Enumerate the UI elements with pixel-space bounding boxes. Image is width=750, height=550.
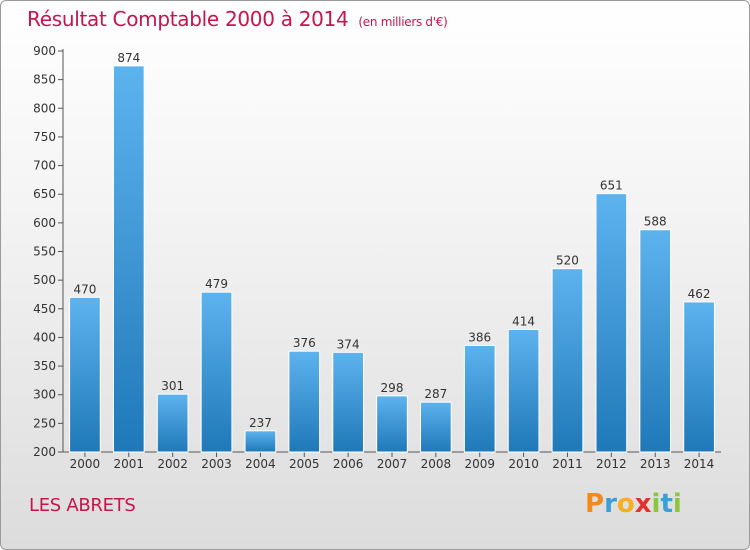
chart-title: Résultat Comptable 2000 à 2014 (en millie… [27, 7, 448, 31]
y-tick-label: 350 [33, 359, 56, 373]
bar-value-label: 298 [381, 381, 404, 395]
x-tick-label: 2009 [464, 457, 495, 471]
bar [244, 430, 277, 453]
bar-value-label: 520 [556, 254, 579, 268]
logo-letter: i [651, 489, 661, 519]
bar-value-label: 237 [249, 416, 272, 430]
title-text: Résultat Comptable 2000 à 2014 [27, 7, 349, 31]
bar [595, 193, 628, 453]
x-tick-label: 2011 [552, 457, 583, 471]
logo-letter: o [616, 489, 635, 519]
x-tick-label: 2013 [640, 457, 671, 471]
bar-value-label: 588 [644, 215, 667, 229]
logo-letter: x [634, 489, 652, 519]
bar [69, 296, 101, 453]
x-tick-label: 2007 [377, 457, 408, 471]
bar [200, 291, 233, 453]
x-tick-label: 2003 [201, 457, 232, 471]
x-tick-label: 2008 [421, 457, 452, 471]
bar-value-label: 374 [337, 337, 360, 351]
bar [639, 229, 672, 453]
y-axis: 200 250 300 350 400 450 500 550 600 650 700 750 800 8… [33, 44, 64, 459]
x-tick-label: 2000 [70, 457, 101, 471]
bar [376, 395, 408, 453]
bar-value-label: 462 [688, 287, 711, 301]
bar [112, 65, 145, 453]
y-tick-label: 800 [33, 101, 56, 115]
y-tick-label: 550 [33, 245, 56, 259]
bar [551, 268, 584, 453]
bar-value-label: 874 [117, 51, 140, 65]
x-tick-label: 2004 [245, 457, 276, 471]
x-tick-label: 2002 [157, 457, 188, 471]
bar [288, 350, 321, 453]
bar [332, 351, 364, 453]
y-tick-label: 200 [33, 445, 56, 459]
logo-letter: r [604, 489, 617, 519]
x-tick-label: 2012 [596, 457, 627, 471]
y-tick-label: 600 [33, 216, 56, 230]
logo-letter: i [672, 489, 682, 519]
bar [683, 301, 715, 453]
y-tick-label: 750 [33, 130, 56, 144]
x-tick-label: 2006 [333, 457, 364, 471]
proxiti-logo: Proxiti [585, 489, 682, 519]
bar [156, 393, 189, 453]
x-axis: 2000 2001 2002 2003 2004 2005 2006 2007 2008 2009… [63, 451, 721, 471]
bar-value-label: 301 [161, 379, 184, 393]
bar-value-label: 470 [73, 282, 96, 296]
y-tick-label: 700 [33, 159, 56, 173]
town-name: LES ABRETS [29, 495, 136, 516]
x-tick-label: 2014 [684, 457, 715, 471]
bar-value-label: 287 [424, 387, 447, 401]
bar [507, 328, 540, 453]
bar-value-label: 376 [293, 336, 316, 350]
y-tick-label: 900 [33, 44, 56, 58]
x-tick-label: 2010 [508, 457, 539, 471]
bar [463, 344, 496, 453]
y-tick-label: 650 [33, 187, 56, 201]
y-tick-label: 450 [33, 302, 56, 316]
x-tick-label: 2005 [289, 457, 320, 471]
bar-value-label: 414 [512, 314, 535, 328]
y-tick-label: 850 [33, 73, 56, 87]
x-tick-label: 2001 [114, 457, 145, 471]
y-tick-label: 500 [33, 273, 56, 287]
y-tick-label: 250 [33, 416, 56, 430]
y-tick-label: 300 [33, 388, 56, 402]
bar-value-label: 651 [600, 179, 623, 193]
bar-value-label: 386 [468, 330, 491, 344]
bar [420, 401, 452, 453]
unit-label: (en milliers d'€) [358, 15, 448, 29]
logo-letter: t [660, 489, 673, 519]
bars: 470 874 301 479 237 376 374 298 287 386 414 520 651 5… [69, 51, 715, 453]
logo-letter: P [585, 489, 605, 519]
y-tick-label: 400 [33, 330, 56, 344]
bar-value-label: 479 [205, 277, 228, 291]
